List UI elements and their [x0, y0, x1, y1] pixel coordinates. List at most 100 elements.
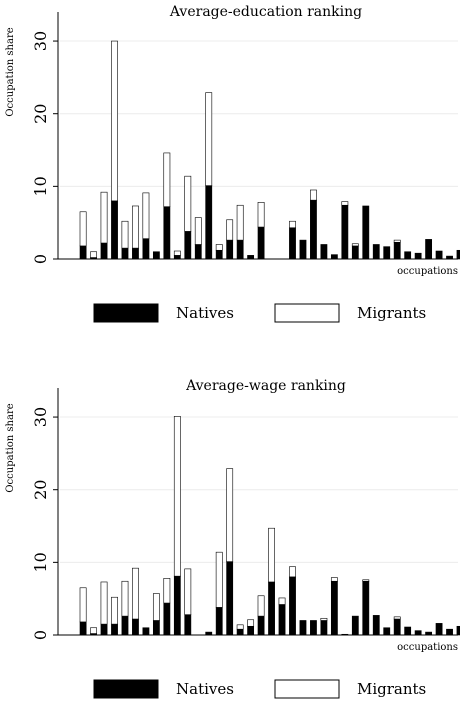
- bar-natives: [341, 204, 349, 260]
- y-tick-label: 0: [31, 630, 50, 640]
- bar-migrants: [278, 597, 286, 605]
- bar-natives: [111, 200, 118, 260]
- bar-natives: [247, 625, 255, 636]
- y-tick-label: 20: [31, 104, 50, 124]
- bar-migrants: [351, 243, 359, 247]
- bar-natives: [362, 580, 370, 636]
- bar-natives: [215, 607, 223, 636]
- bar-natives: [205, 185, 213, 260]
- bar-migrants: [121, 220, 129, 249]
- bar-migrants: [111, 40, 118, 202]
- bar-migrants: [205, 92, 213, 186]
- bar-migrants: [236, 624, 244, 630]
- legend-label-migrants: Migrants: [357, 680, 426, 698]
- bar-natives: [372, 615, 380, 636]
- bar-migrants: [320, 617, 328, 621]
- legend-swatch-natives: [93, 679, 159, 699]
- bar-migrants: [90, 251, 97, 258]
- bar-natives: [289, 576, 296, 636]
- bar-migrants: [341, 201, 349, 206]
- y-axis-label: Occupation share: [5, 27, 16, 116]
- bar-migrants: [184, 568, 192, 615]
- bar-natives: [100, 623, 108, 636]
- legend-label-natives: Natives: [176, 680, 234, 698]
- bar-natives: [310, 199, 317, 260]
- bar-natives: [236, 239, 244, 260]
- bar-migrants: [226, 219, 234, 241]
- bar-natives: [456, 249, 460, 260]
- bar-natives: [121, 615, 129, 636]
- bar-migrants: [257, 202, 265, 228]
- bar-migrants: [393, 239, 401, 243]
- bar-natives: [320, 620, 328, 636]
- bar-natives: [299, 620, 307, 636]
- bar-natives: [111, 623, 118, 636]
- bar-migrants: [215, 551, 223, 608]
- bar-natives: [456, 625, 460, 636]
- bar-natives: [310, 620, 317, 636]
- bar-migrants: [289, 220, 296, 229]
- bar-natives: [268, 581, 275, 636]
- bar-migrants: [100, 191, 108, 244]
- bar-natives: [404, 251, 412, 260]
- bar-migrants: [362, 579, 370, 582]
- bar-natives: [414, 252, 422, 260]
- bar-natives: [372, 244, 380, 260]
- bar-natives: [362, 205, 370, 260]
- y-tick-label: 30: [31, 407, 50, 427]
- bar-natives: [278, 604, 286, 636]
- bar-natives: [163, 206, 171, 260]
- bar-natives: [184, 614, 192, 636]
- bar-migrants: [100, 581, 108, 625]
- bar-migrants: [90, 627, 97, 634]
- bar-migrants: [142, 192, 150, 239]
- bar-natives: [236, 628, 244, 636]
- legend-label-natives: Natives: [176, 304, 234, 322]
- y-tick-label: 20: [31, 480, 50, 500]
- y-tick-label: 10: [31, 552, 50, 572]
- bar-natives: [404, 626, 412, 636]
- bar-natives: [435, 250, 443, 260]
- bar-natives: [163, 602, 171, 636]
- bar-natives: [173, 255, 181, 260]
- bar-natives: [383, 627, 391, 636]
- bar-natives: [446, 628, 453, 636]
- bar-natives: [215, 249, 223, 260]
- bar-natives: [289, 227, 296, 260]
- bar-migrants: [111, 596, 118, 625]
- chart-2: Average-wage ranking 0 10 20 30 Occupation sh…: [5, 378, 460, 699]
- bar-migrants: [330, 577, 338, 582]
- x-axis-label: occupations: [397, 266, 458, 277]
- bar-migrants: [79, 587, 87, 623]
- bar-migrants: [152, 593, 160, 621]
- bar-natives: [226, 561, 234, 636]
- bar-natives: [247, 255, 255, 260]
- bar-natives: [226, 239, 234, 260]
- bar-migrants: [236, 204, 244, 241]
- bar-natives: [173, 575, 181, 636]
- bar-migrants: [132, 205, 139, 249]
- chart-title: Average-wage ranking: [185, 378, 346, 394]
- bar-natives: [330, 254, 338, 260]
- bar-natives: [184, 231, 192, 260]
- bar-natives: [257, 226, 265, 260]
- bar-natives: [330, 580, 338, 636]
- bar-natives: [152, 251, 160, 260]
- bar-natives: [257, 615, 265, 636]
- y-axis-label: Occupation share: [5, 403, 16, 492]
- bar-natives: [435, 623, 443, 636]
- bar-natives: [299, 239, 307, 260]
- bar-migrants: [226, 468, 234, 562]
- legend-label-migrants: Migrants: [357, 304, 426, 322]
- bar-natives: [425, 239, 433, 260]
- bar-natives: [393, 241, 401, 260]
- bar-migrants: [163, 578, 171, 604]
- bar-migrants: [310, 189, 317, 201]
- bar-natives: [142, 627, 150, 636]
- bar-migrants: [132, 567, 139, 620]
- bar-migrants: [289, 566, 296, 578]
- bar-migrants: [194, 217, 202, 245]
- legend-swatch-migrants: [274, 679, 340, 699]
- bar-natives: [194, 244, 202, 260]
